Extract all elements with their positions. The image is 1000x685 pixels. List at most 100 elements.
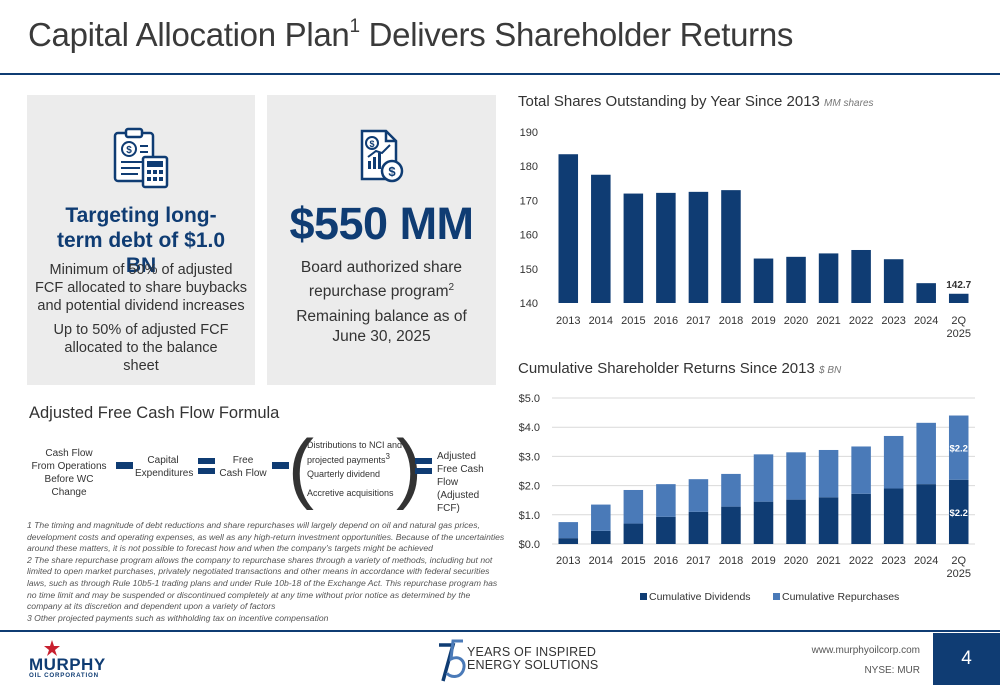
bar bbox=[948, 293, 969, 303]
data-label: 142.7 bbox=[946, 280, 971, 291]
formula-item-acquisitions: Accretive acquisitions bbox=[307, 488, 394, 498]
formula-item-distributions: Distributions to NCI and projected paymen… bbox=[307, 440, 403, 465]
data-label: $2.2 bbox=[949, 444, 968, 455]
close-paren: ) bbox=[396, 423, 422, 511]
bar bbox=[851, 249, 871, 303]
bar bbox=[883, 259, 904, 303]
x-tick-label: 2022 bbox=[849, 555, 873, 567]
y-tick-label: $1.0 bbox=[519, 510, 540, 522]
x-tick-label: 2021 bbox=[816, 555, 840, 567]
y-tick-label: 180 bbox=[520, 161, 538, 173]
shareholder-returns-chart: $0.0 $1.0 $2.0 $3.0 $4.0 $5.0 $2.2 $2.2 2013 2014… bbox=[519, 393, 975, 603]
x-tick-label: 2Q 2025 bbox=[946, 555, 970, 580]
x-tick-label: 2013 bbox=[556, 555, 580, 567]
bar bbox=[916, 283, 936, 303]
y-tick-label: $2.0 bbox=[519, 481, 540, 493]
y-tick-label: 160 bbox=[520, 230, 538, 242]
bar-segment bbox=[916, 422, 936, 485]
document-chart-dollar-icon: $ $ bbox=[358, 127, 406, 192]
bar-segment bbox=[786, 499, 806, 544]
open-paren: ( bbox=[288, 423, 314, 511]
repurchase-amount: $550 MM bbox=[289, 198, 474, 249]
bar-segment bbox=[688, 479, 709, 512]
x-tick-label: 2017 bbox=[686, 315, 710, 327]
y-tick-label: 150 bbox=[520, 264, 538, 276]
bar bbox=[558, 154, 579, 303]
svg-text:$: $ bbox=[369, 139, 374, 149]
bar bbox=[656, 192, 676, 303]
shares-chart-title: Total Shares Outstanding by Year Since 2… bbox=[518, 93, 874, 110]
x-tick-label: 2018 bbox=[719, 315, 743, 327]
legend-swatch bbox=[773, 593, 780, 600]
footer-divider bbox=[0, 630, 1000, 632]
bar bbox=[623, 193, 644, 303]
title-divider bbox=[0, 73, 1000, 75]
bar-segment bbox=[558, 522, 579, 539]
x-tick-label: 2020 bbox=[784, 555, 808, 567]
formula-term-cash-flow: Cash Flow From Operations Before WC Chan… bbox=[31, 448, 107, 498]
website-link[interactable]: www.murphyoilcorp.com bbox=[811, 645, 920, 656]
clipboard-dollar-calculator-icon: $ bbox=[112, 127, 170, 194]
bar-segment bbox=[721, 506, 741, 544]
bar-segment bbox=[883, 488, 904, 544]
bar bbox=[786, 256, 806, 303]
footnotes: 1 The timing and magnitude of debt reduc… bbox=[27, 520, 505, 624]
returns-chart-title: Cumulative Shareholder Returns Since 201… bbox=[518, 360, 842, 377]
murphy-logo: MURPHY bbox=[29, 655, 106, 674]
bar-segment bbox=[948, 415, 969, 480]
formula-term-capex: Capital Expenditures bbox=[135, 455, 194, 479]
x-tick-label: 2013 bbox=[556, 315, 580, 327]
y-tick-label: $5.0 bbox=[519, 393, 540, 405]
data-label: $2.2 bbox=[949, 508, 968, 519]
bar bbox=[688, 191, 709, 303]
y-tick-label: $3.0 bbox=[519, 451, 540, 463]
bar-segment bbox=[851, 446, 871, 494]
bar-segment bbox=[753, 501, 774, 544]
footnote-3: 3 Other projected payments such as withh… bbox=[27, 612, 329, 623]
y-tick-label: 190 bbox=[520, 127, 538, 139]
shares-outstanding-chart: 140 150 160 170 180 190 142.7 2013 2014 2015 2016 2… bbox=[520, 127, 972, 340]
bar-segment bbox=[656, 484, 676, 517]
x-tick-label: 2Q 2025 bbox=[946, 315, 970, 340]
x-tick-label: 2016 bbox=[654, 555, 678, 567]
x-tick-label: 2014 bbox=[589, 555, 613, 567]
bar-segment bbox=[688, 511, 709, 544]
bar-segment bbox=[818, 497, 839, 544]
balance-sheet-text: Up to 50% of adjusted FCF allocated to t… bbox=[53, 322, 229, 374]
debt-target-heading: Targeting long-term debt of $1.0 BN bbox=[56, 204, 226, 277]
bar-segment bbox=[818, 449, 839, 498]
bar bbox=[591, 174, 611, 303]
page-title: Capital Allocation Plan1 Delivers Shareh… bbox=[28, 16, 794, 53]
stock-ticker: NYSE: MUR bbox=[864, 665, 920, 676]
x-tick-label: 2017 bbox=[686, 555, 710, 567]
x-tick-label: 2023 bbox=[881, 555, 905, 567]
bar-segment bbox=[656, 516, 676, 544]
y-tick-label: $4.0 bbox=[519, 422, 540, 434]
bar-segment bbox=[851, 493, 871, 544]
equals-sign bbox=[415, 458, 432, 474]
bar-segment bbox=[558, 538, 579, 544]
bar bbox=[753, 258, 774, 303]
bar bbox=[818, 253, 839, 303]
minus-sign bbox=[272, 462, 289, 469]
y-tick-label: 140 bbox=[520, 298, 538, 310]
bar-segment bbox=[591, 504, 611, 531]
formula-result-adjusted-fcf: Adjusted Free Cash Flow (Adjusted FCF) bbox=[437, 451, 484, 514]
anniversary-logo bbox=[437, 637, 467, 685]
legend-label: Cumulative Repurchases bbox=[782, 591, 899, 603]
y-tick-label: 170 bbox=[520, 195, 538, 207]
formula-item-dividend: Quarterly dividend bbox=[307, 469, 381, 479]
x-tick-label: 2023 bbox=[881, 315, 905, 327]
x-tick-label: 2019 bbox=[751, 555, 775, 567]
debt-target-card: $ Targeting long-term debt of $1.0 BN Mi… bbox=[27, 95, 255, 385]
svg-text:$: $ bbox=[388, 164, 396, 179]
bar-segment bbox=[623, 523, 644, 544]
x-tick-label: 2021 bbox=[816, 315, 840, 327]
x-tick-label: 2015 bbox=[621, 315, 645, 327]
x-tick-label: 2019 bbox=[751, 315, 775, 327]
bar-segment bbox=[753, 454, 774, 502]
bar-segment bbox=[591, 530, 611, 544]
legend-label: Cumulative Dividends bbox=[649, 591, 751, 603]
x-tick-label: 2018 bbox=[719, 555, 743, 567]
bar-segment bbox=[721, 473, 741, 507]
